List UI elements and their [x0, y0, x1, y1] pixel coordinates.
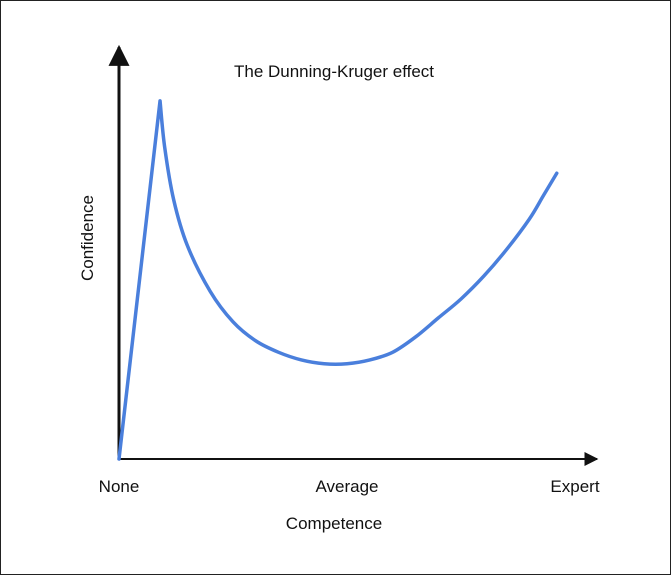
confidence-curve: [117, 99, 559, 461]
x-axis-label: Competence: [286, 514, 382, 533]
chart-title: The Dunning-Kruger effect: [234, 62, 434, 81]
x-tick-label: Expert: [550, 477, 599, 496]
x-tick-label: Average: [315, 477, 378, 496]
y-axis-label: Confidence: [78, 195, 97, 281]
x-tick-labels: None Average Expert: [99, 477, 600, 496]
x-tick-label: None: [99, 477, 140, 496]
